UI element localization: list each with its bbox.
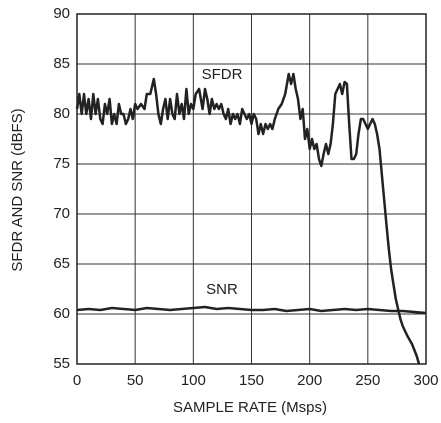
plot-frame: [76, 13, 427, 365]
x-tick-label: 0: [73, 372, 81, 389]
x-tick-label: 150: [239, 372, 264, 389]
series-label: SNR: [206, 281, 238, 298]
y-tick-label: 90: [53, 5, 70, 22]
x-tick-label: 100: [181, 372, 206, 389]
data-line: [75, 72, 421, 365]
y-tick-label: 85: [53, 55, 70, 72]
y-tick-label: 70: [53, 205, 70, 222]
y-tick-label: 80: [53, 105, 70, 122]
y-tick-label: 55: [53, 355, 70, 372]
x-tick-label: 50: [127, 372, 144, 389]
y-tick-label: 75: [53, 155, 70, 172]
x-tick-label: 300: [413, 372, 438, 389]
x-axis-label: SAMPLE RATE (Msps): [173, 399, 327, 416]
y-axis-label: SFDR AND SNR (dBFS): [9, 108, 26, 271]
x-tick-label: 250: [355, 372, 380, 389]
x-tick-label: 200: [297, 372, 322, 389]
y-tick-label: 65: [53, 255, 70, 272]
data-line: [76, 305, 427, 315]
y-tick-label: 60: [53, 305, 70, 322]
series-label: SFDR: [202, 66, 243, 83]
